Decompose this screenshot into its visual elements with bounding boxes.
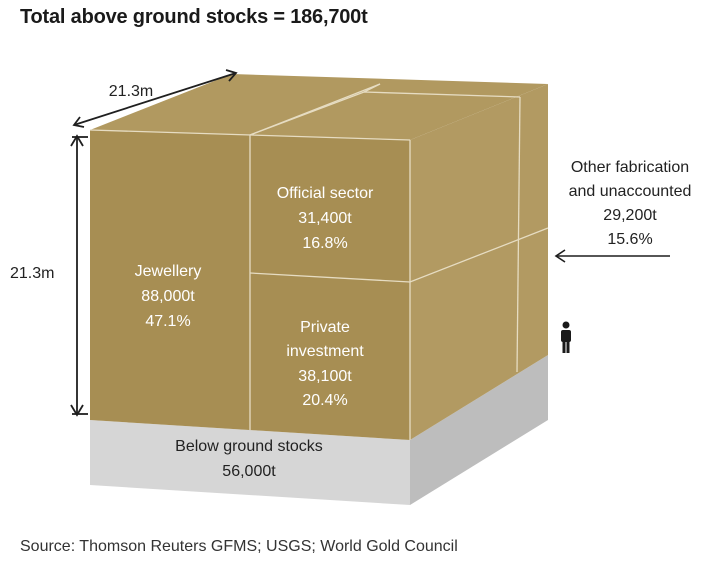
cube-front-top-edge [89,129,411,141]
private-investment-percent: 20.4% [302,392,347,409]
height-dimension-label: 21.3m [10,265,54,282]
jewellery-name: Jewellery [135,263,202,280]
below-ground-tonnes: 56,000t [222,463,276,480]
other-fabrication-name-line1: Other fabrication [571,159,689,176]
other-segment-vertical-edge [516,96,521,373]
cube-side-face [410,84,548,440]
source-note: Source: Thomson Reuters GFMS; USGS; Worl… [20,538,458,555]
other-fabrication-tonnes: 29,200t [603,207,657,224]
jewellery-tonnes: 88,000t [141,288,195,305]
top-ridge-line [363,83,381,93]
base-side-face [410,355,548,505]
base-front-face [90,420,410,505]
below-ground-name: Below ground stocks [175,438,323,455]
width-dimension-arrow [72,69,238,128]
segment-divider-lines [89,83,549,440]
cube-top-face [90,74,548,140]
private-investment-name-line1: Private [300,319,350,336]
official-sector-tonnes: 31,400t [298,210,352,227]
page-title: Total above ground stocks = 186,700t [20,6,368,28]
jewellery-percent: 47.1% [145,313,190,330]
other-fabrication-arrow [554,249,670,263]
private-investment-name-line2: investment [286,343,364,360]
person-icon [561,321,571,353]
height-dimension-arrow [70,134,88,417]
other-fabrication-name-line2: and unaccounted [569,183,692,200]
private-investment-tonnes: 38,100t [298,368,352,385]
official-sector-name: Official sector [277,185,374,202]
official-sector-percent: 16.8% [302,235,347,252]
other-fabrication-percent: 15.6% [607,231,652,248]
width-dimension-label: 21.3m [109,83,153,100]
